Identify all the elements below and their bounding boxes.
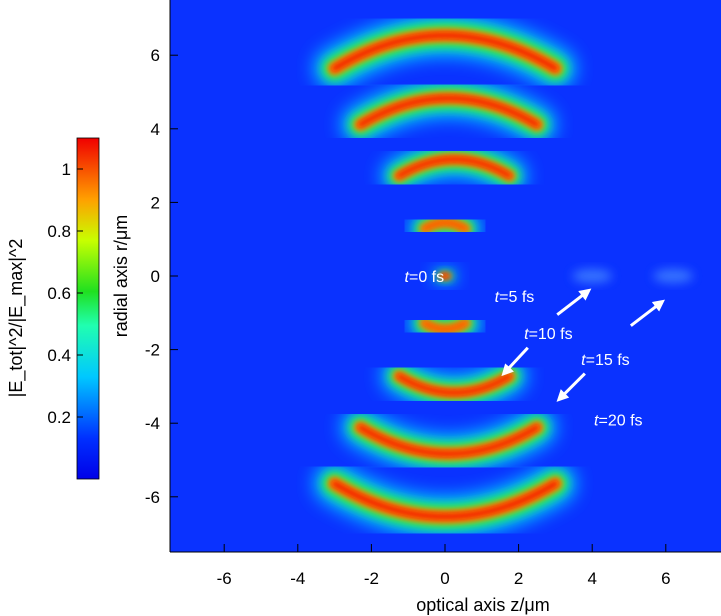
intensity-ring: [422, 320, 468, 332]
x-tick-label: -6: [217, 569, 232, 588]
y-tick-label: 6: [151, 46, 160, 65]
colorbar-tick-label: 0.8: [47, 222, 71, 241]
arrow: [556, 288, 592, 316]
intensity-ring: [331, 480, 559, 520]
colorbar-tick-label: 1: [62, 160, 71, 179]
colorbar-tick-label: 0.4: [47, 346, 71, 365]
y-axis-label: radial axis r/μm: [111, 215, 131, 337]
axial-spot: [653, 269, 694, 283]
intensity-ring: [331, 32, 559, 72]
arrow: [501, 346, 529, 377]
colorbar-gradient: [77, 138, 99, 479]
focus-spot: [440, 273, 450, 279]
y-tick-label: 0: [151, 267, 160, 286]
y-tick-label: -4: [145, 414, 160, 433]
x-tick-label: -4: [290, 569, 305, 588]
time-value: =5 fs: [499, 289, 534, 306]
x-tick-label: 6: [661, 569, 670, 588]
y-tick-label: -2: [145, 341, 160, 360]
x-tick-label: 0: [440, 569, 449, 588]
colorbar-ticks: 1 0.8 0.6 0.4 0.2: [47, 160, 83, 427]
x-tick-label: 4: [587, 569, 596, 588]
time-symbol: t: [594, 413, 599, 430]
time-annotation: t=20 fs: [594, 413, 642, 430]
colorbar-label: |E_tot|^2/|E_max|^2: [6, 239, 27, 398]
y-tick-label: -6: [145, 488, 160, 507]
y-tick-label: 4: [151, 120, 160, 139]
colorbar: 1 0.8 0.6 0.4 0.2 |E_tot|^2/|E_max|^2: [6, 137, 100, 480]
colorbar-tick-label: 0.6: [47, 284, 71, 303]
time-value: =20 fs: [598, 413, 642, 430]
time-value: =0 fs: [409, 269, 444, 286]
time-annotation: t=10 fs: [524, 326, 572, 343]
intensity-ring: [396, 156, 513, 179]
time-annotations: t=0 fst=5 fst=10 fst=15 fst=20 fs: [405, 269, 643, 430]
time-symbol: t: [524, 326, 529, 343]
x-axis-label: optical axis z/μm: [416, 595, 549, 615]
time-value: =15 fs: [586, 352, 630, 369]
time-annotation: t=15 fs: [581, 352, 629, 369]
intensity-rings: [314, 15, 694, 537]
colorbar-tick-label: 0.2: [47, 408, 71, 427]
time-annotation: t=5 fs: [495, 289, 535, 306]
intensity-ring: [396, 373, 513, 396]
intensity-ring: [357, 95, 540, 128]
intensity-ring: [357, 424, 540, 457]
time-symbol: t: [581, 352, 586, 369]
arrow: [629, 299, 665, 327]
time-symbol: t: [495, 289, 500, 306]
intensity-ring: [422, 220, 468, 232]
time-value: =10 fs: [529, 326, 573, 343]
x-tick-label: 2: [514, 569, 523, 588]
time-symbol: t: [405, 269, 410, 286]
time-annotation: t=0 fs: [405, 269, 445, 286]
x-tick-label: -2: [364, 569, 379, 588]
x-axis-ticks: -6 -4 -2 0 2 4 6: [217, 544, 671, 588]
axial-spot: [572, 269, 613, 283]
arrow: [556, 372, 586, 402]
colorbar-frame: [76, 137, 100, 480]
y-axis-ticks: 6 4 2 0 -2 -4 -6: [145, 46, 178, 507]
heatmap-plot: t=0 fst=5 fst=10 fst=15 fst=20 fs: [170, 0, 721, 552]
y-tick-label: 2: [151, 193, 160, 212]
arrows: [501, 288, 665, 402]
